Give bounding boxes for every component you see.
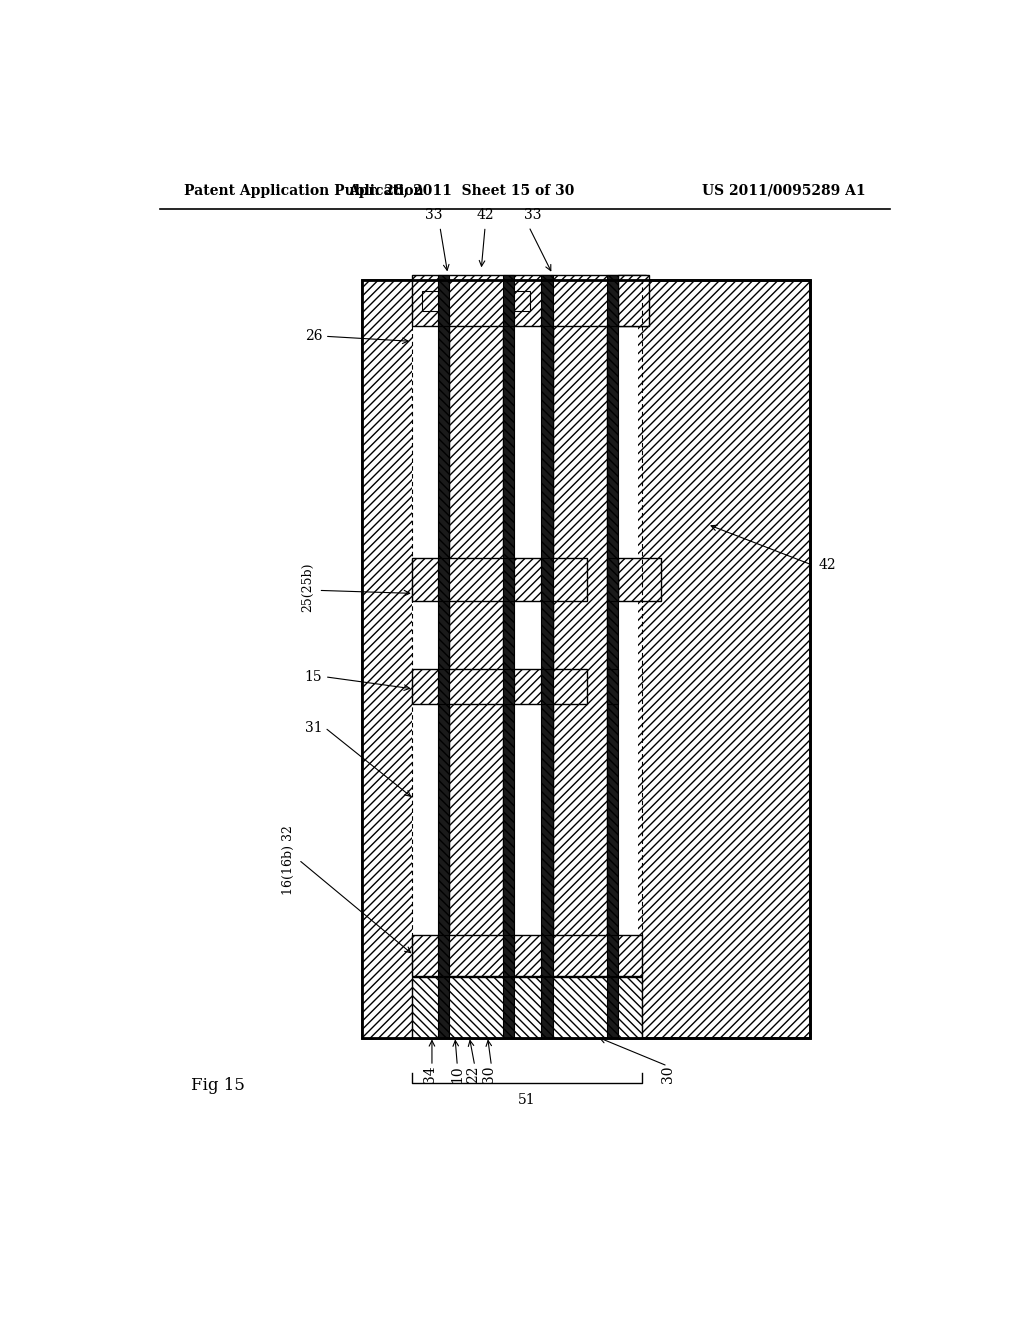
Bar xyxy=(438,276,450,326)
Text: 33: 33 xyxy=(425,209,442,223)
Bar xyxy=(412,558,587,601)
Bar xyxy=(412,935,642,975)
Bar xyxy=(606,977,617,1038)
Text: US 2011/0095289 A1: US 2011/0095289 A1 xyxy=(702,183,866,198)
Bar xyxy=(438,312,450,961)
Bar xyxy=(606,935,617,975)
Bar xyxy=(553,312,606,961)
Text: 42: 42 xyxy=(818,558,836,572)
Bar xyxy=(514,290,530,312)
Bar xyxy=(504,558,514,601)
Bar xyxy=(542,276,553,326)
Bar xyxy=(450,312,504,961)
Bar xyxy=(542,312,553,961)
Bar xyxy=(412,669,587,704)
Bar xyxy=(412,276,646,326)
Bar xyxy=(504,312,514,961)
Bar xyxy=(438,977,450,1038)
Bar xyxy=(617,276,649,326)
Text: 34: 34 xyxy=(423,1065,436,1082)
Text: 31: 31 xyxy=(305,721,323,735)
Text: Fig 15: Fig 15 xyxy=(191,1077,246,1094)
Bar xyxy=(504,935,514,975)
Bar xyxy=(542,669,553,704)
Text: 42: 42 xyxy=(476,209,494,223)
Bar xyxy=(438,669,450,704)
Bar xyxy=(362,280,810,1038)
Bar xyxy=(504,276,514,326)
Text: 26: 26 xyxy=(305,329,323,343)
Text: 22: 22 xyxy=(466,1065,480,1082)
Bar xyxy=(362,280,810,1038)
Bar xyxy=(542,977,553,1038)
Bar xyxy=(362,280,412,1038)
Text: 51: 51 xyxy=(518,1093,536,1107)
Text: 10: 10 xyxy=(451,1065,464,1082)
Text: Apr. 28, 2011  Sheet 15 of 30: Apr. 28, 2011 Sheet 15 of 30 xyxy=(348,183,574,198)
Bar xyxy=(542,935,553,975)
Bar xyxy=(423,290,438,312)
Bar xyxy=(606,669,617,704)
Bar xyxy=(438,935,450,975)
Bar xyxy=(438,558,450,601)
Text: Patent Application Publication: Patent Application Publication xyxy=(183,183,423,198)
Bar xyxy=(606,558,617,601)
Text: 30: 30 xyxy=(660,1065,675,1082)
Bar xyxy=(606,312,617,961)
Bar xyxy=(606,276,617,326)
Bar xyxy=(412,280,638,1038)
Bar xyxy=(412,977,642,1038)
Bar xyxy=(617,558,662,601)
Text: 33: 33 xyxy=(524,209,542,223)
Text: 16(16b) 32: 16(16b) 32 xyxy=(282,825,295,895)
Bar xyxy=(504,977,514,1038)
Bar xyxy=(504,669,514,704)
Bar xyxy=(542,558,553,601)
Text: 15: 15 xyxy=(305,669,323,684)
Text: 25(25b): 25(25b) xyxy=(301,562,314,612)
Text: 30: 30 xyxy=(482,1065,496,1082)
